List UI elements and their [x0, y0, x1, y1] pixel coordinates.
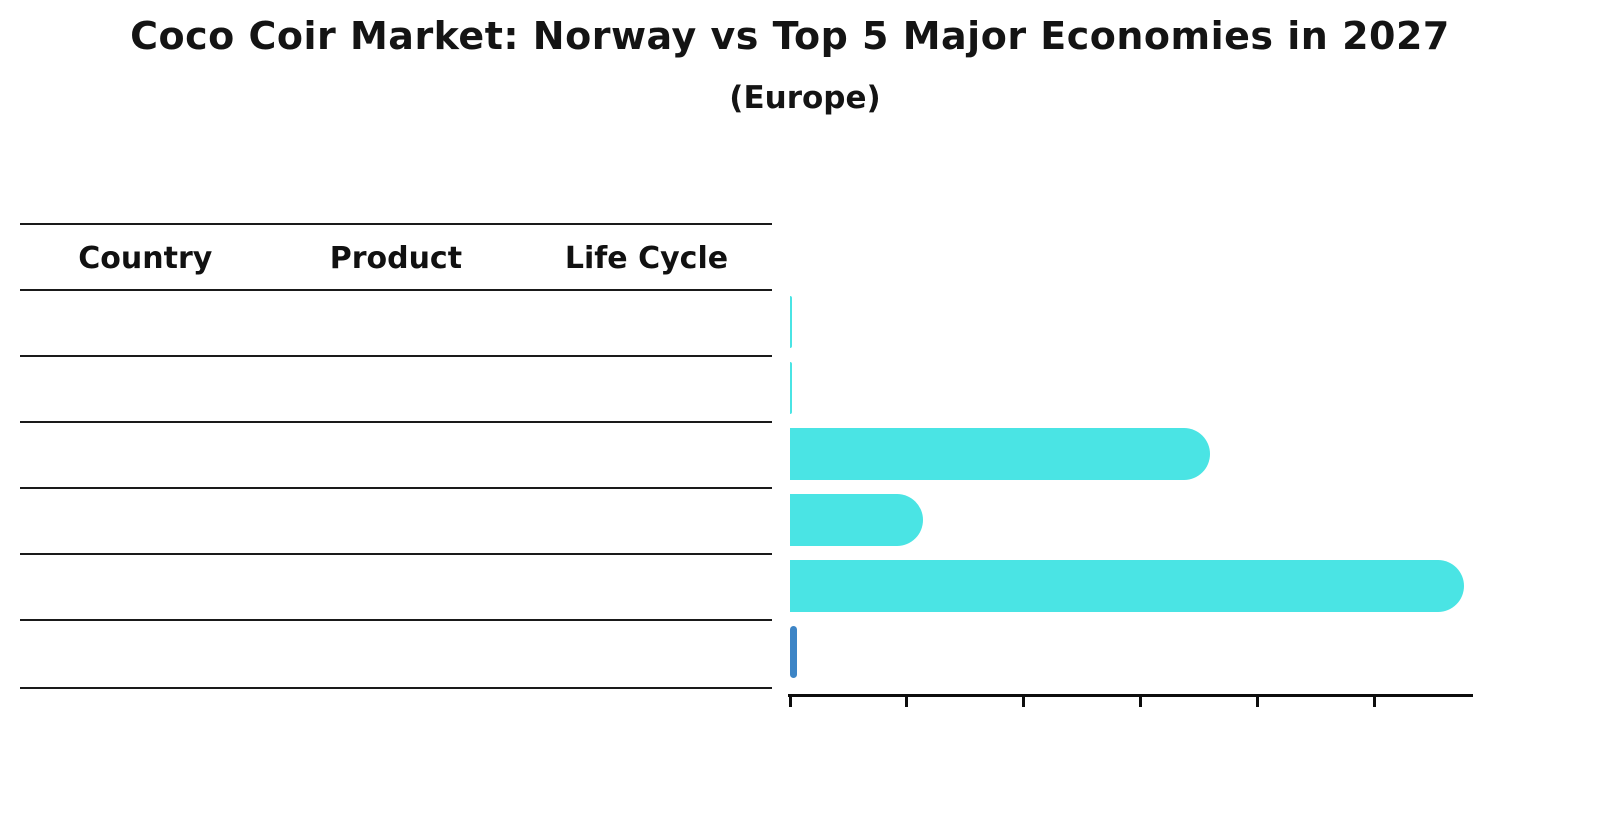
x-axis-tick	[1138, 696, 1142, 707]
table-cell-life-cycle	[521, 291, 772, 357]
x-axis-tick	[1255, 696, 1259, 707]
table-cell-product	[271, 489, 522, 555]
x-axis-tick	[1372, 696, 1376, 707]
x-axis-spine	[788, 694, 1473, 697]
bar	[790, 494, 923, 546]
table-cell-product	[271, 423, 522, 489]
table-cell-country	[20, 423, 271, 489]
table-cell-life-cycle	[521, 489, 772, 555]
chart-title: Coco Coir Market: Norway vs Top 5 Major …	[130, 14, 1450, 58]
table-header-cell: Country	[78, 240, 213, 276]
x-axis-tick	[788, 696, 792, 707]
table-header-cell: Life Cycle	[564, 240, 729, 276]
x-axis-tick	[905, 696, 909, 707]
table-row	[20, 553, 772, 621]
table-row	[20, 487, 772, 555]
bar	[790, 296, 792, 348]
table-row	[20, 355, 772, 423]
table-header-cell: Product	[329, 240, 463, 276]
x-axis-tick	[1022, 696, 1026, 707]
table-cell-country	[20, 555, 271, 621]
bar	[790, 362, 792, 414]
bar-norway-highlight	[790, 626, 797, 678]
table-row	[20, 421, 772, 489]
table-cell-country	[20, 489, 271, 555]
table-cell-country	[20, 357, 271, 423]
chart-subtitle: (Europe)	[729, 80, 881, 116]
bar	[790, 428, 1210, 480]
table-cell-product	[271, 357, 522, 423]
table-cell-life-cycle	[521, 621, 772, 687]
table-header-row: Country Product Life Cycle	[20, 223, 772, 291]
table-cell-life-cycle	[521, 423, 772, 489]
table-cell-product	[271, 555, 522, 621]
bar	[790, 560, 1465, 612]
table-cell-country	[20, 621, 271, 687]
table-cell-product	[271, 621, 522, 687]
table-cell-life-cycle	[521, 555, 772, 621]
table-row	[20, 289, 772, 357]
table-row	[20, 619, 772, 689]
table-cell-country	[20, 291, 271, 357]
table-cell-product	[271, 291, 522, 357]
table-cell-life-cycle	[521, 357, 772, 423]
